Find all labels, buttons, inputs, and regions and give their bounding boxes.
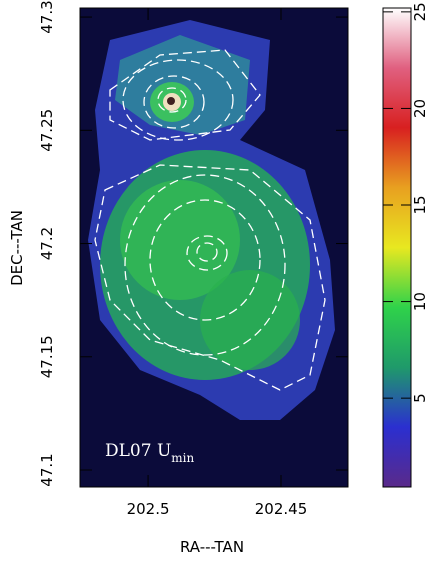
plot-frame xyxy=(79,7,349,488)
y-tick-label: 47.2 xyxy=(38,227,56,260)
annotation-subscript: min xyxy=(171,451,194,465)
x-tick-label: 202.5 xyxy=(127,500,170,518)
colorbar-tick-label: 25 xyxy=(411,2,429,21)
colorbar xyxy=(382,7,412,488)
y-axis-label: DEC---TAN xyxy=(8,210,26,286)
colorbar-tick-label: 15 xyxy=(411,195,429,214)
y-tick-label: 47.1 xyxy=(38,453,56,486)
x-tick-label: 202.45 xyxy=(255,500,308,518)
y-tick-label: 47.3 xyxy=(38,0,56,33)
annotation-text: DL07 U xyxy=(105,441,171,461)
y-tick-label: 47.25 xyxy=(38,109,56,152)
x-axis-label: RA---TAN xyxy=(180,538,244,556)
contours xyxy=(94,49,326,391)
y-tick-label: 47.15 xyxy=(38,335,56,378)
annotation: DL07 Umin xyxy=(105,441,195,465)
image xyxy=(80,8,348,487)
colorbar-tick-label: 10 xyxy=(411,292,429,311)
colorbar-tick-label: 20 xyxy=(411,99,429,118)
colorbar-tick-label: 5 xyxy=(411,393,429,403)
